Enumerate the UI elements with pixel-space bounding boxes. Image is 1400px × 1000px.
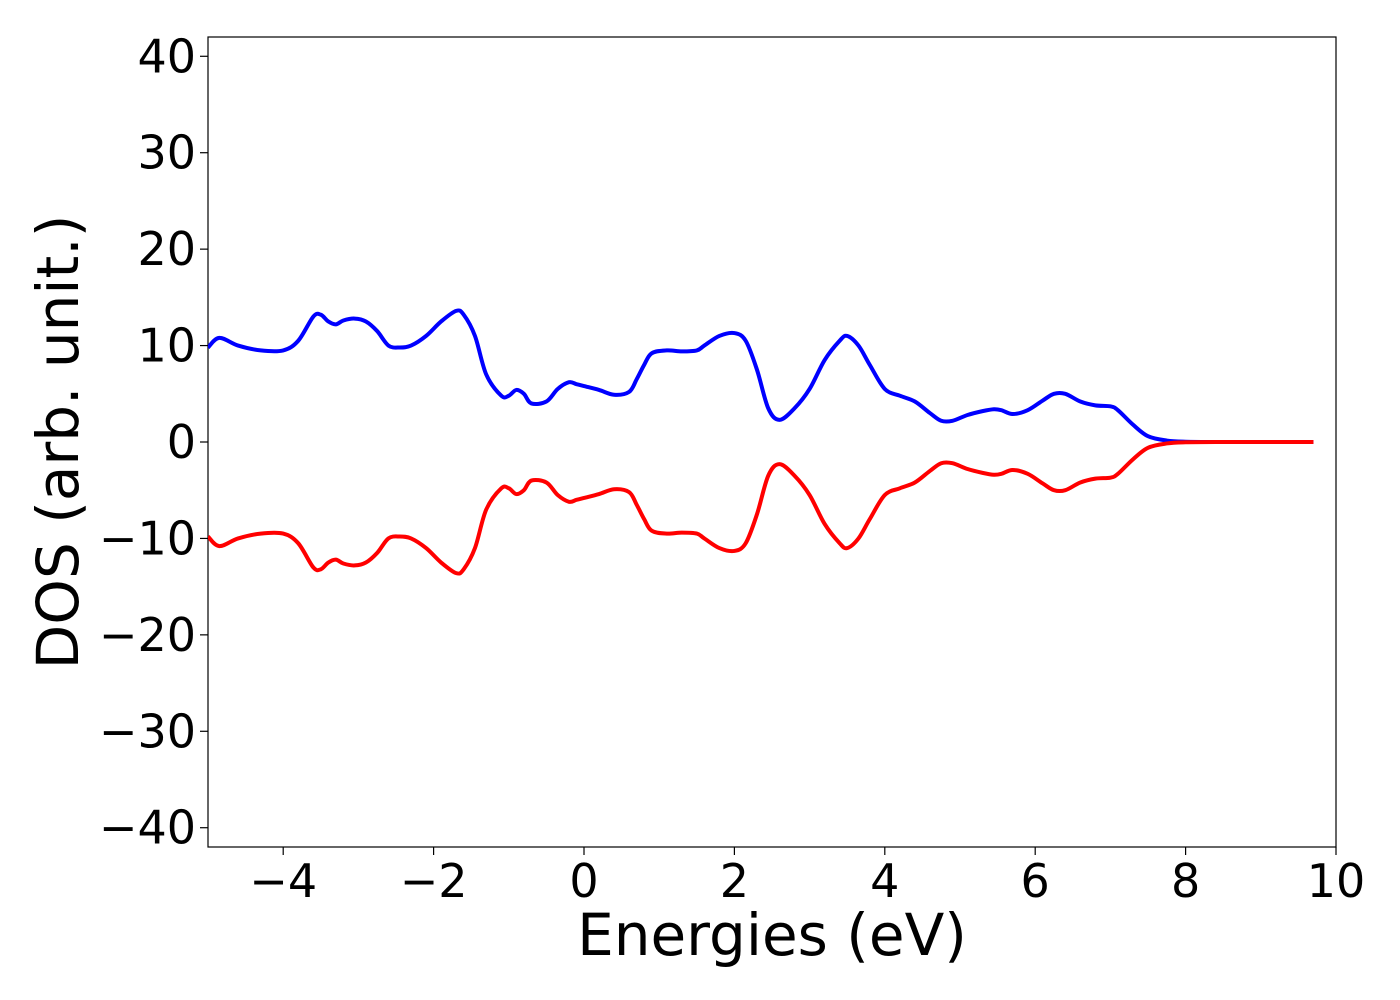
y-tick-label: 40 bbox=[137, 29, 196, 83]
x-axis-ticks: −4 −2 0 2 4 6 8 10 bbox=[249, 847, 1365, 908]
y-tick-label: 10 bbox=[137, 319, 196, 373]
x-tick-label: 8 bbox=[1171, 854, 1200, 908]
y-tick-label: −10 bbox=[99, 511, 196, 565]
y-axis-ticks: 40 30 20 10 0 −10 −20 −30 −40 bbox=[99, 29, 208, 855]
x-tick-label: 10 bbox=[1307, 854, 1366, 908]
x-tick-label: −2 bbox=[400, 854, 468, 908]
series-layer bbox=[208, 308, 1314, 576]
y-axis-label: DOS (arb. unit.) bbox=[24, 215, 92, 670]
x-axis-label: Energies (eV) bbox=[577, 901, 967, 969]
y-tick-label: −30 bbox=[99, 704, 196, 758]
x-tick-label: 4 bbox=[870, 854, 899, 908]
y-tick-label: −40 bbox=[99, 801, 196, 855]
series-line-spin-down bbox=[208, 439, 1314, 576]
x-tick-label: −4 bbox=[249, 854, 317, 908]
y-tick-label: 20 bbox=[137, 222, 196, 276]
y-tick-label: 30 bbox=[137, 126, 196, 180]
x-tick-label: 6 bbox=[1021, 854, 1050, 908]
x-tick-label: 0 bbox=[569, 854, 598, 908]
x-tick-label: 2 bbox=[720, 854, 749, 908]
y-tick-label: −20 bbox=[99, 608, 196, 662]
series-line-spin-up bbox=[208, 308, 1314, 445]
y-tick-label: 0 bbox=[167, 415, 196, 469]
